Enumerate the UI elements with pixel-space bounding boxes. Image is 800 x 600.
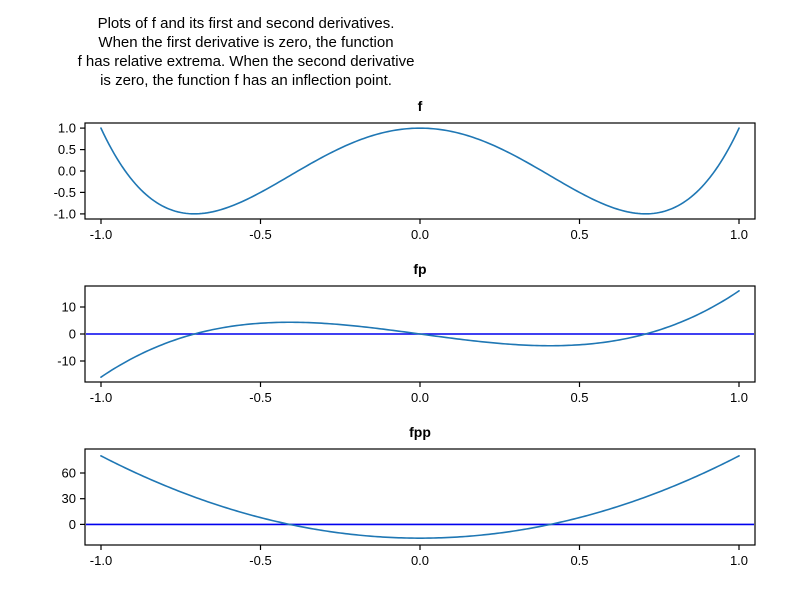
panel-border (84, 448, 756, 546)
curve-fpp (100, 455, 740, 539)
x-tick-label: 0.0 (411, 390, 429, 405)
chart-title-f: f (417, 98, 423, 114)
x-tick-label: -1.0 (90, 227, 112, 242)
curve-fp (100, 290, 740, 378)
y-tick-label: 0.5 (58, 142, 76, 157)
x-tick-label: 0.0 (411, 227, 429, 242)
caption-line-4: is zero, the function f has an inflectio… (100, 72, 392, 89)
plot-f: -1.0 -0.5 0.0 0.5 1.0 1.0 0.5 0.0 -0.5 -1.0 (54, 121, 756, 242)
chart-f: f -1.0 -0.5 0.0 0.5 1.0 1.0 0.5 0.0 -0.5 -1.0 (30, 98, 800, 253)
x-tick-label: 0.5 (570, 390, 588, 405)
y-tick-label: -1.0 (54, 206, 76, 221)
x-tick-label: -1.0 (90, 553, 112, 568)
panel-border (84, 122, 756, 220)
figure-caption: Plots of f and its first and second deri… (28, 14, 464, 90)
plot-fpp: -1.0 -0.5 0.0 0.5 1.0 60 30 0 (62, 448, 756, 568)
x-tick-label: 0.0 (411, 553, 429, 568)
chart-title-fp: fp (413, 261, 427, 277)
y-tick-label: 0 (69, 517, 76, 532)
x-tick-label: 1.0 (730, 227, 748, 242)
caption-line-1: Plots of f and its first and second deri… (97, 15, 395, 32)
x-tick-label: 0.5 (570, 553, 588, 568)
x-tick-label: -1.0 (90, 390, 112, 405)
chart-fp: fp -1.0 -0.5 0.0 0.5 1.0 10 0 -10 (30, 261, 800, 416)
caption-line-2: When the first derivative is zero, the f… (98, 34, 394, 51)
plot-fp: -1.0 -0.5 0.0 0.5 1.0 10 0 -10 (57, 285, 756, 405)
curve-f (100, 127, 740, 215)
y-tick-label: 1.0 (58, 121, 76, 136)
caption-line-3: f has relative extrema. When the second … (77, 53, 415, 70)
y-tick-label: 30 (62, 491, 76, 506)
y-tick-label: -0.5 (54, 185, 76, 200)
y-tick-label: 10 (62, 300, 76, 315)
y-tick-label: 0 (69, 327, 76, 342)
x-tick-label: -0.5 (249, 390, 271, 405)
chart-title-fpp: fpp (409, 424, 431, 440)
y-tick-label: 60 (62, 466, 76, 481)
x-tick-label: 1.0 (730, 553, 748, 568)
y-tick-label: -10 (57, 354, 76, 369)
x-tick-label: -0.5 (249, 553, 271, 568)
chart-fpp: fpp -1.0 -0.5 0.0 0.5 1.0 60 30 0 (30, 424, 800, 579)
x-tick-label: -0.5 (249, 227, 271, 242)
y-tick-label: 0.0 (58, 164, 76, 179)
x-tick-label: 0.5 (570, 227, 588, 242)
x-tick-label: 1.0 (730, 390, 748, 405)
